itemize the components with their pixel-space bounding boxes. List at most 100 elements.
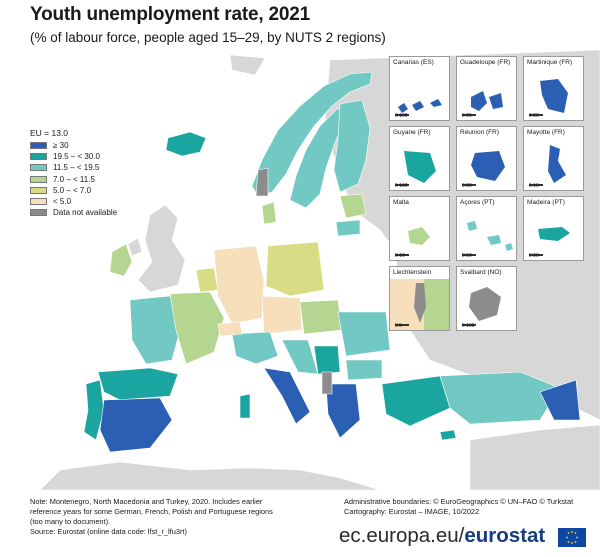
region-italy-north	[231, 331, 279, 365]
north-africa-land	[39, 461, 381, 490]
scale-label: 0 20	[529, 253, 539, 259]
eurostat-brand[interactable]: ec.europa.eu/eurostat	[339, 524, 545, 548]
inset-map: Martinique (FR) 0 20	[523, 56, 584, 121]
inset-label: Liechtenstein	[393, 269, 432, 276]
legend: EU = 13.0 ≥ 30 19.5 – < 30.0 11.5 – < 19.5…	[30, 128, 117, 218]
region-slovakia-hungary	[299, 299, 343, 335]
region-greece	[325, 383, 361, 439]
legend-label: 7.0 – < 11.5	[53, 174, 95, 184]
source-note: Note: Montenegro, North Macedonia and Tu…	[30, 497, 320, 537]
scale-bar	[395, 114, 409, 116]
region-romania	[337, 311, 391, 357]
inset-label: Svalbard (NO)	[460, 269, 502, 276]
legend-label: 11.5 – < 19.5	[53, 163, 100, 173]
scale-bar	[529, 254, 543, 256]
legend-swatch	[30, 209, 47, 217]
region-turkey-west	[381, 375, 451, 427]
region-iceland	[165, 131, 207, 157]
brand-prefix: ec.europa.eu/	[339, 524, 465, 547]
inset-neighbour-region	[424, 279, 449, 330]
region-germany	[213, 245, 265, 325]
scale-bar	[395, 184, 409, 186]
note-line: Source: Eurostat (online data code: lfst…	[30, 527, 187, 536]
region-estonia-latvia	[339, 193, 367, 219]
inset-label: Madeira (PT)	[527, 199, 565, 206]
inset-map: Guyane (FR) 0 100	[389, 126, 450, 191]
legend-label: 5.0 – < 7.0	[53, 185, 92, 195]
map-subtitle: (% of labour force, people aged 15–29, b…	[30, 30, 386, 45]
region-scotland-fragment	[255, 167, 269, 197]
inset-region	[398, 99, 442, 113]
scale-label: 0 100	[462, 323, 475, 329]
inset-map: Mayotte (FR) 0 10	[523, 126, 584, 191]
inset-shape	[390, 279, 449, 330]
inset-region	[538, 227, 570, 241]
inset-shape	[462, 91, 503, 116]
eu-regions	[83, 71, 581, 453]
inset-shape	[395, 151, 436, 186]
middle-east-land	[469, 424, 600, 490]
legend-label: ≥ 30	[53, 141, 69, 151]
legend-item: < 5.0	[30, 196, 117, 207]
inset-map: Svalbard (NO) 0 100	[456, 266, 517, 331]
region-italy-south	[263, 367, 311, 425]
scale-label: 0 100	[395, 113, 408, 119]
region-spain-north	[97, 367, 179, 401]
inset-label: Martinique (FR)	[527, 59, 573, 66]
note-line: Note: Montenegro, North Macedonia and Tu…	[30, 497, 263, 506]
legend-label: < 5.0	[53, 197, 72, 207]
inset-shape	[395, 227, 430, 256]
inset-region	[467, 221, 513, 251]
region-sardinia	[239, 393, 251, 419]
legend-item: 5.0 – < 7.0	[30, 185, 117, 196]
inset-label: Mayotte (FR)	[527, 129, 565, 136]
inset-map: Malta 0 10	[389, 196, 450, 261]
inset-region	[408, 227, 430, 245]
region-bulgaria	[345, 359, 383, 381]
inset-shape	[462, 221, 513, 256]
legend-swatch	[30, 164, 47, 172]
uk-land	[137, 204, 186, 293]
scale-label: 0 100	[395, 183, 408, 189]
brand-name: eurostat	[464, 524, 546, 547]
region-lithuania	[335, 219, 361, 237]
region-turkey-east	[439, 371, 561, 425]
credit-line: Cartography: Eurostat – IMAGE, 10/2022	[344, 507, 480, 516]
region-france-west	[129, 295, 181, 365]
inset-region	[404, 151, 436, 183]
region-serbia-bosnia	[313, 345, 341, 375]
region-croatia-slovenia	[281, 339, 319, 375]
scale-bar	[462, 114, 476, 116]
scale-bar	[462, 184, 476, 186]
inset-liechtenstein-region	[414, 283, 426, 323]
region-denmark	[261, 201, 277, 225]
eu-flag-icon	[558, 528, 586, 547]
region-france-east	[169, 291, 225, 365]
region-switzerland	[217, 321, 243, 337]
inset-shape	[529, 145, 566, 186]
inset-maps-panel: Canarias (ES) 0 100 Guadeloupe (FR) 0 25 Mar…	[389, 56, 584, 331]
region-benelux	[195, 267, 219, 293]
scale-bar	[395, 324, 409, 326]
inset-map: Liechtenstein 0 5	[389, 266, 450, 331]
legend-title: EU = 13.0	[30, 128, 69, 138]
inset-region	[471, 151, 505, 181]
region-albania-montenegro	[321, 371, 333, 395]
region-portugal	[83, 379, 105, 441]
scale-bar	[529, 114, 543, 116]
inset-shape	[462, 151, 505, 186]
inset-shape	[529, 227, 570, 256]
region-norway	[251, 71, 373, 197]
region-poland	[265, 241, 325, 297]
legend-item: 19.5 – < 30.0	[30, 151, 117, 162]
inset-label: Açores (PT)	[460, 199, 495, 206]
inset-map: Açores (PT) 0 50	[456, 196, 517, 261]
scale-bar	[395, 254, 409, 256]
note-line: (too many to document).	[30, 517, 111, 526]
legend-swatch	[30, 175, 47, 183]
inset-shape	[529, 79, 568, 116]
scale-label: 0 10	[529, 183, 539, 189]
legend-item: 7.0 – < 11.5	[30, 174, 117, 185]
inset-region	[540, 79, 568, 113]
inset-label: Réunion (FR)	[460, 129, 500, 136]
